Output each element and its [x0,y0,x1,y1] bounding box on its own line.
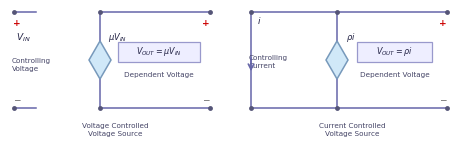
FancyBboxPatch shape [118,42,200,62]
Text: Dependent Voltage: Dependent Voltage [360,72,429,78]
FancyBboxPatch shape [357,42,432,62]
Text: $i$: $i$ [257,14,261,26]
Text: −: − [202,95,210,105]
Text: −: − [439,95,447,105]
Text: +: + [96,49,102,57]
Text: Dependent Voltage: Dependent Voltage [124,72,194,78]
Text: +: + [13,18,21,28]
Text: +: + [202,18,210,28]
Text: Voltage Controlled
Voltage Source: Voltage Controlled Voltage Source [82,123,148,137]
Text: Current Controlled
Voltage Source: Current Controlled Voltage Source [319,123,385,137]
Text: $V_{IN}$: $V_{IN}$ [16,32,30,44]
Text: +: + [439,18,447,28]
Text: $\mu V_{IN}$: $\mu V_{IN}$ [109,32,128,45]
Polygon shape [326,41,348,79]
Text: −: − [97,65,103,73]
Polygon shape [89,41,111,79]
Text: Controlling
Current: Controlling Current [249,55,288,69]
Text: +: + [333,49,339,57]
Text: −: − [13,95,21,105]
Text: $V_{OUT} = \rho i$: $V_{OUT} = \rho i$ [376,45,413,59]
Text: $V_{OUT} = \mu V_{IN}$: $V_{OUT} = \mu V_{IN}$ [136,45,182,59]
Text: Controlling
Voltage: Controlling Voltage [12,58,51,72]
Text: −: − [334,65,340,73]
Text: $\rho i$: $\rho i$ [346,32,356,45]
